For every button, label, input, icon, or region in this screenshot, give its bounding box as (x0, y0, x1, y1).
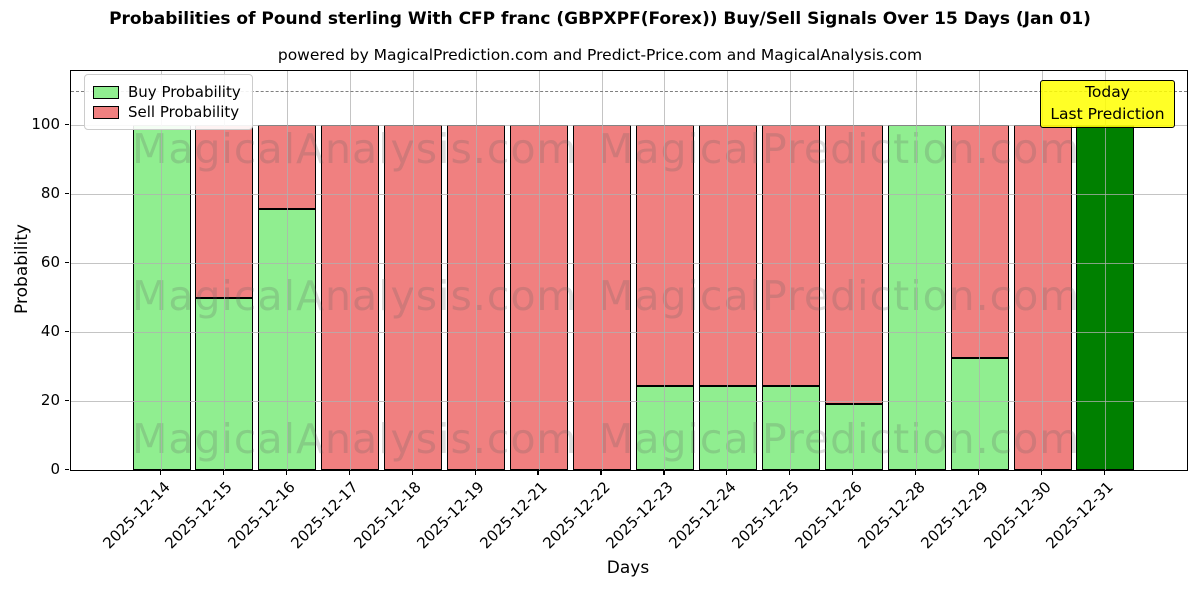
watermark-text: MagicalPrediction.com (598, 272, 1081, 320)
x-tick-mark (1040, 470, 1043, 475)
y-tick-mark (65, 468, 69, 470)
x-tick-label: 2025-12-24 (665, 478, 740, 553)
x-tick-mark (1103, 470, 1106, 475)
vertical-gridline (538, 71, 540, 470)
annotation-line2: Last Prediction (1050, 105, 1165, 123)
x-tick-mark (726, 470, 728, 475)
vertical-gridline (790, 71, 792, 470)
x-tick-mark (915, 470, 917, 475)
watermark-text: MagicalPrediction.com (598, 125, 1081, 173)
legend-item-sell: Sell Probability (93, 102, 241, 122)
x-tick-mark (852, 470, 854, 475)
x-tick-label: 2025-12-26 (791, 478, 866, 553)
vertical-gridline (349, 71, 351, 470)
y-tick-mark (65, 192, 69, 194)
vertical-gridline (475, 71, 477, 470)
legend: Buy Probability Sell Probability (84, 74, 253, 130)
x-tick-label: 2025-12-28 (854, 478, 929, 553)
x-tick-mark (789, 470, 791, 475)
legend-item-buy: Buy Probability (93, 82, 241, 102)
x-tick-mark (222, 470, 225, 475)
x-tick-mark (411, 470, 413, 475)
vertical-gridline (727, 71, 729, 470)
x-tick-mark (977, 470, 980, 475)
x-tick-label: 2025-12-23 (602, 478, 677, 553)
x-tick-label: 2025-12-17 (287, 478, 363, 553)
horizontal-gridline (71, 263, 1187, 264)
x-tick-label: 2025-12-25 (728, 478, 803, 553)
chart-subtitle: powered by MagicalPrediction.com and Pre… (277, 46, 923, 64)
horizontal-gridline (71, 401, 1187, 402)
vertical-gridline (979, 71, 981, 470)
vertical-gridline (223, 71, 225, 470)
x-tick-label: 2025-12-22 (539, 478, 614, 553)
y-tick-label: 0 (50, 460, 60, 478)
vertical-gridline (1042, 71, 1044, 470)
watermark-text: MagicalPrediction.com (598, 415, 1081, 463)
y-tick-mark (65, 123, 69, 125)
y-tick-label: 100 (31, 115, 60, 133)
x-tick-mark (348, 470, 350, 475)
vertical-gridline (412, 71, 414, 470)
x-tick-mark (285, 470, 287, 475)
x-tick-mark (663, 470, 665, 475)
chart-title: Probabilities of Pound sterling With CFP… (109, 9, 1091, 29)
vertical-gridline (161, 71, 162, 470)
y-tick-mark (65, 399, 69, 401)
vertical-gridline (853, 71, 855, 470)
x-tick-label: 2025-12-18 (350, 478, 425, 553)
vertical-gridline (916, 71, 918, 470)
x-tick-label: 2025-12-21 (476, 478, 551, 553)
legend-label-sell: Sell Probability (128, 103, 240, 121)
y-tick-mark (65, 261, 69, 263)
x-tick-mark (474, 470, 476, 475)
today-annotation: Today Last Prediction (1040, 80, 1175, 128)
horizontal-gridline (71, 194, 1187, 195)
watermark-text: MagicalAnalysis.com (132, 272, 578, 320)
x-tick-mark (159, 470, 162, 475)
vertical-gridline (601, 71, 603, 470)
sell-swatch (93, 105, 119, 119)
y-tick-label: 20 (40, 391, 60, 409)
x-axis-label: Days (606, 558, 650, 578)
y-tick-label: 80 (40, 184, 60, 202)
x-tick-mark (537, 470, 539, 475)
vertical-gridline (1104, 71, 1106, 470)
y-tick-label: 40 (40, 322, 60, 340)
threshold-dashed-line (71, 90, 1187, 92)
vertical-gridline (664, 71, 666, 470)
plot-area: MagicalAnalysis.com MagicalPrediction.com… (70, 70, 1188, 471)
horizontal-gridline (71, 125, 1187, 126)
buy-swatch (93, 85, 119, 99)
x-tick-mark (600, 470, 602, 475)
watermark-text: MagicalAnalysis.com (132, 415, 578, 463)
x-tick-label: 2025-12-19 (413, 478, 488, 553)
y-tick-label: 60 (40, 253, 60, 271)
y-tick-mark (65, 330, 69, 332)
watermark-text: MagicalAnalysis.com (132, 125, 578, 173)
vertical-gridline (286, 71, 288, 470)
horizontal-gridline (71, 332, 1187, 333)
legend-label-buy: Buy Probability (128, 83, 241, 101)
annotation-line1: Today (1085, 83, 1130, 101)
